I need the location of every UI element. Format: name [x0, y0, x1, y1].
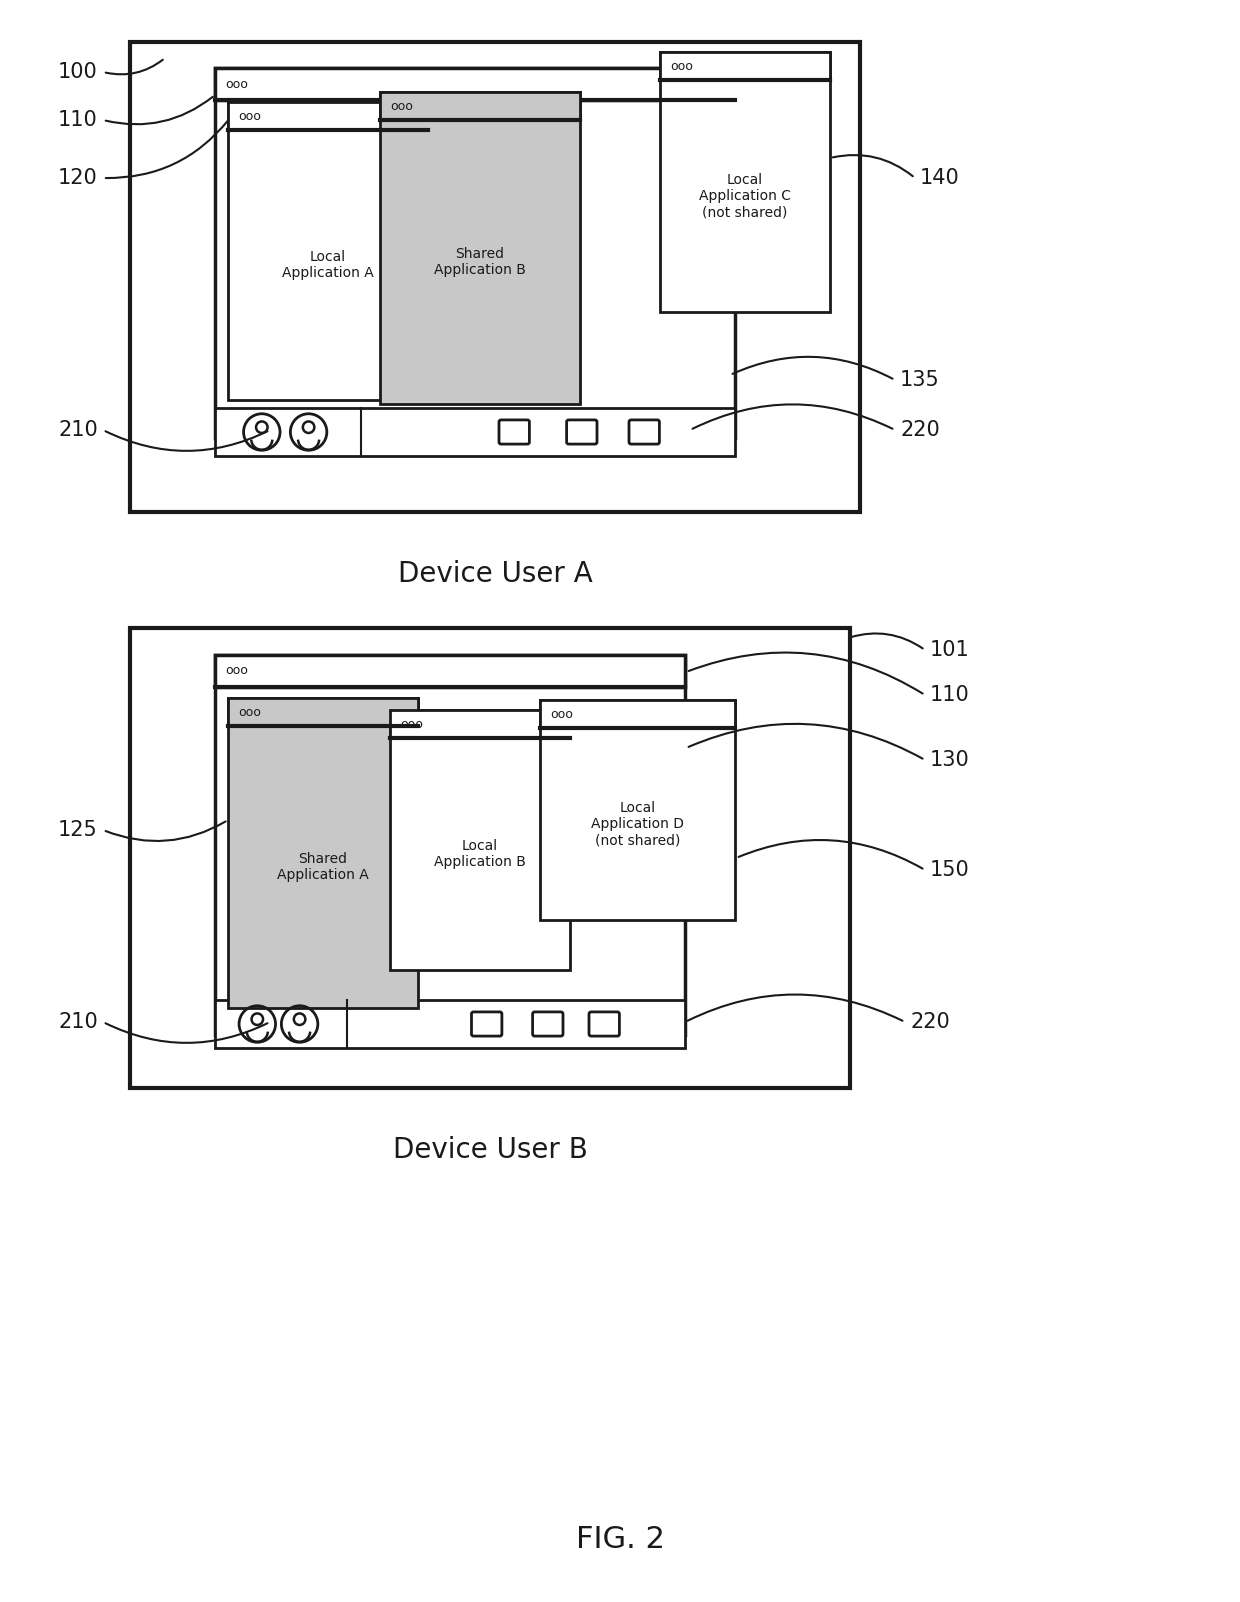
- Text: Local
Application B: Local Application B: [434, 839, 526, 870]
- Bar: [391, 710, 570, 969]
- Bar: [215, 655, 684, 687]
- Text: Device User B: Device User B: [393, 1136, 588, 1165]
- Text: Shared
Application A: Shared Application A: [277, 852, 368, 883]
- Text: Local
Application D
(not shared): Local Application D (not shared): [591, 801, 684, 847]
- Text: 150: 150: [930, 860, 970, 879]
- Text: 120: 120: [58, 168, 98, 187]
- Bar: [660, 51, 830, 312]
- Text: ooo: ooo: [551, 708, 573, 721]
- Text: 220: 220: [900, 420, 940, 441]
- Text: FIG. 2: FIG. 2: [575, 1525, 665, 1554]
- Text: 101: 101: [930, 641, 970, 660]
- Bar: [660, 51, 830, 80]
- Bar: [215, 655, 684, 1035]
- Text: 130: 130: [930, 750, 970, 771]
- Bar: [215, 67, 735, 99]
- FancyBboxPatch shape: [533, 1012, 563, 1036]
- Bar: [539, 700, 735, 727]
- FancyBboxPatch shape: [589, 1012, 620, 1036]
- Bar: [215, 409, 735, 457]
- FancyBboxPatch shape: [471, 1012, 502, 1036]
- Text: Local
Application A: Local Application A: [283, 250, 374, 280]
- Text: 110: 110: [930, 686, 970, 705]
- Text: 220: 220: [910, 1012, 950, 1032]
- Bar: [228, 698, 418, 726]
- Text: Local
Application C
(not shared): Local Application C (not shared): [699, 173, 791, 219]
- Bar: [215, 1000, 684, 1048]
- FancyBboxPatch shape: [498, 420, 529, 444]
- Text: ooo: ooo: [224, 665, 248, 678]
- Bar: [228, 698, 418, 1008]
- Text: ooo: ooo: [391, 99, 413, 112]
- Text: ooo: ooo: [238, 109, 260, 122]
- Text: ooo: ooo: [224, 77, 248, 90]
- Text: Shared
Application B: Shared Application B: [434, 247, 526, 277]
- Bar: [130, 42, 861, 513]
- Bar: [228, 103, 428, 130]
- Bar: [391, 710, 570, 739]
- Bar: [379, 91, 580, 404]
- Text: ooo: ooo: [238, 705, 260, 719]
- Text: 125: 125: [58, 820, 98, 839]
- Text: Device User A: Device User A: [398, 561, 593, 588]
- Bar: [130, 628, 849, 1088]
- FancyBboxPatch shape: [629, 420, 660, 444]
- Text: 140: 140: [920, 168, 960, 187]
- Bar: [215, 67, 735, 437]
- Bar: [228, 103, 428, 400]
- Text: 110: 110: [58, 111, 98, 130]
- FancyBboxPatch shape: [567, 420, 596, 444]
- Bar: [539, 700, 735, 920]
- Text: ooo: ooo: [401, 718, 423, 731]
- Text: 210: 210: [58, 420, 98, 441]
- Text: 210: 210: [58, 1012, 98, 1032]
- Bar: [379, 91, 580, 120]
- Text: 100: 100: [58, 62, 98, 82]
- Text: 135: 135: [900, 370, 940, 389]
- Text: ooo: ooo: [670, 59, 693, 72]
